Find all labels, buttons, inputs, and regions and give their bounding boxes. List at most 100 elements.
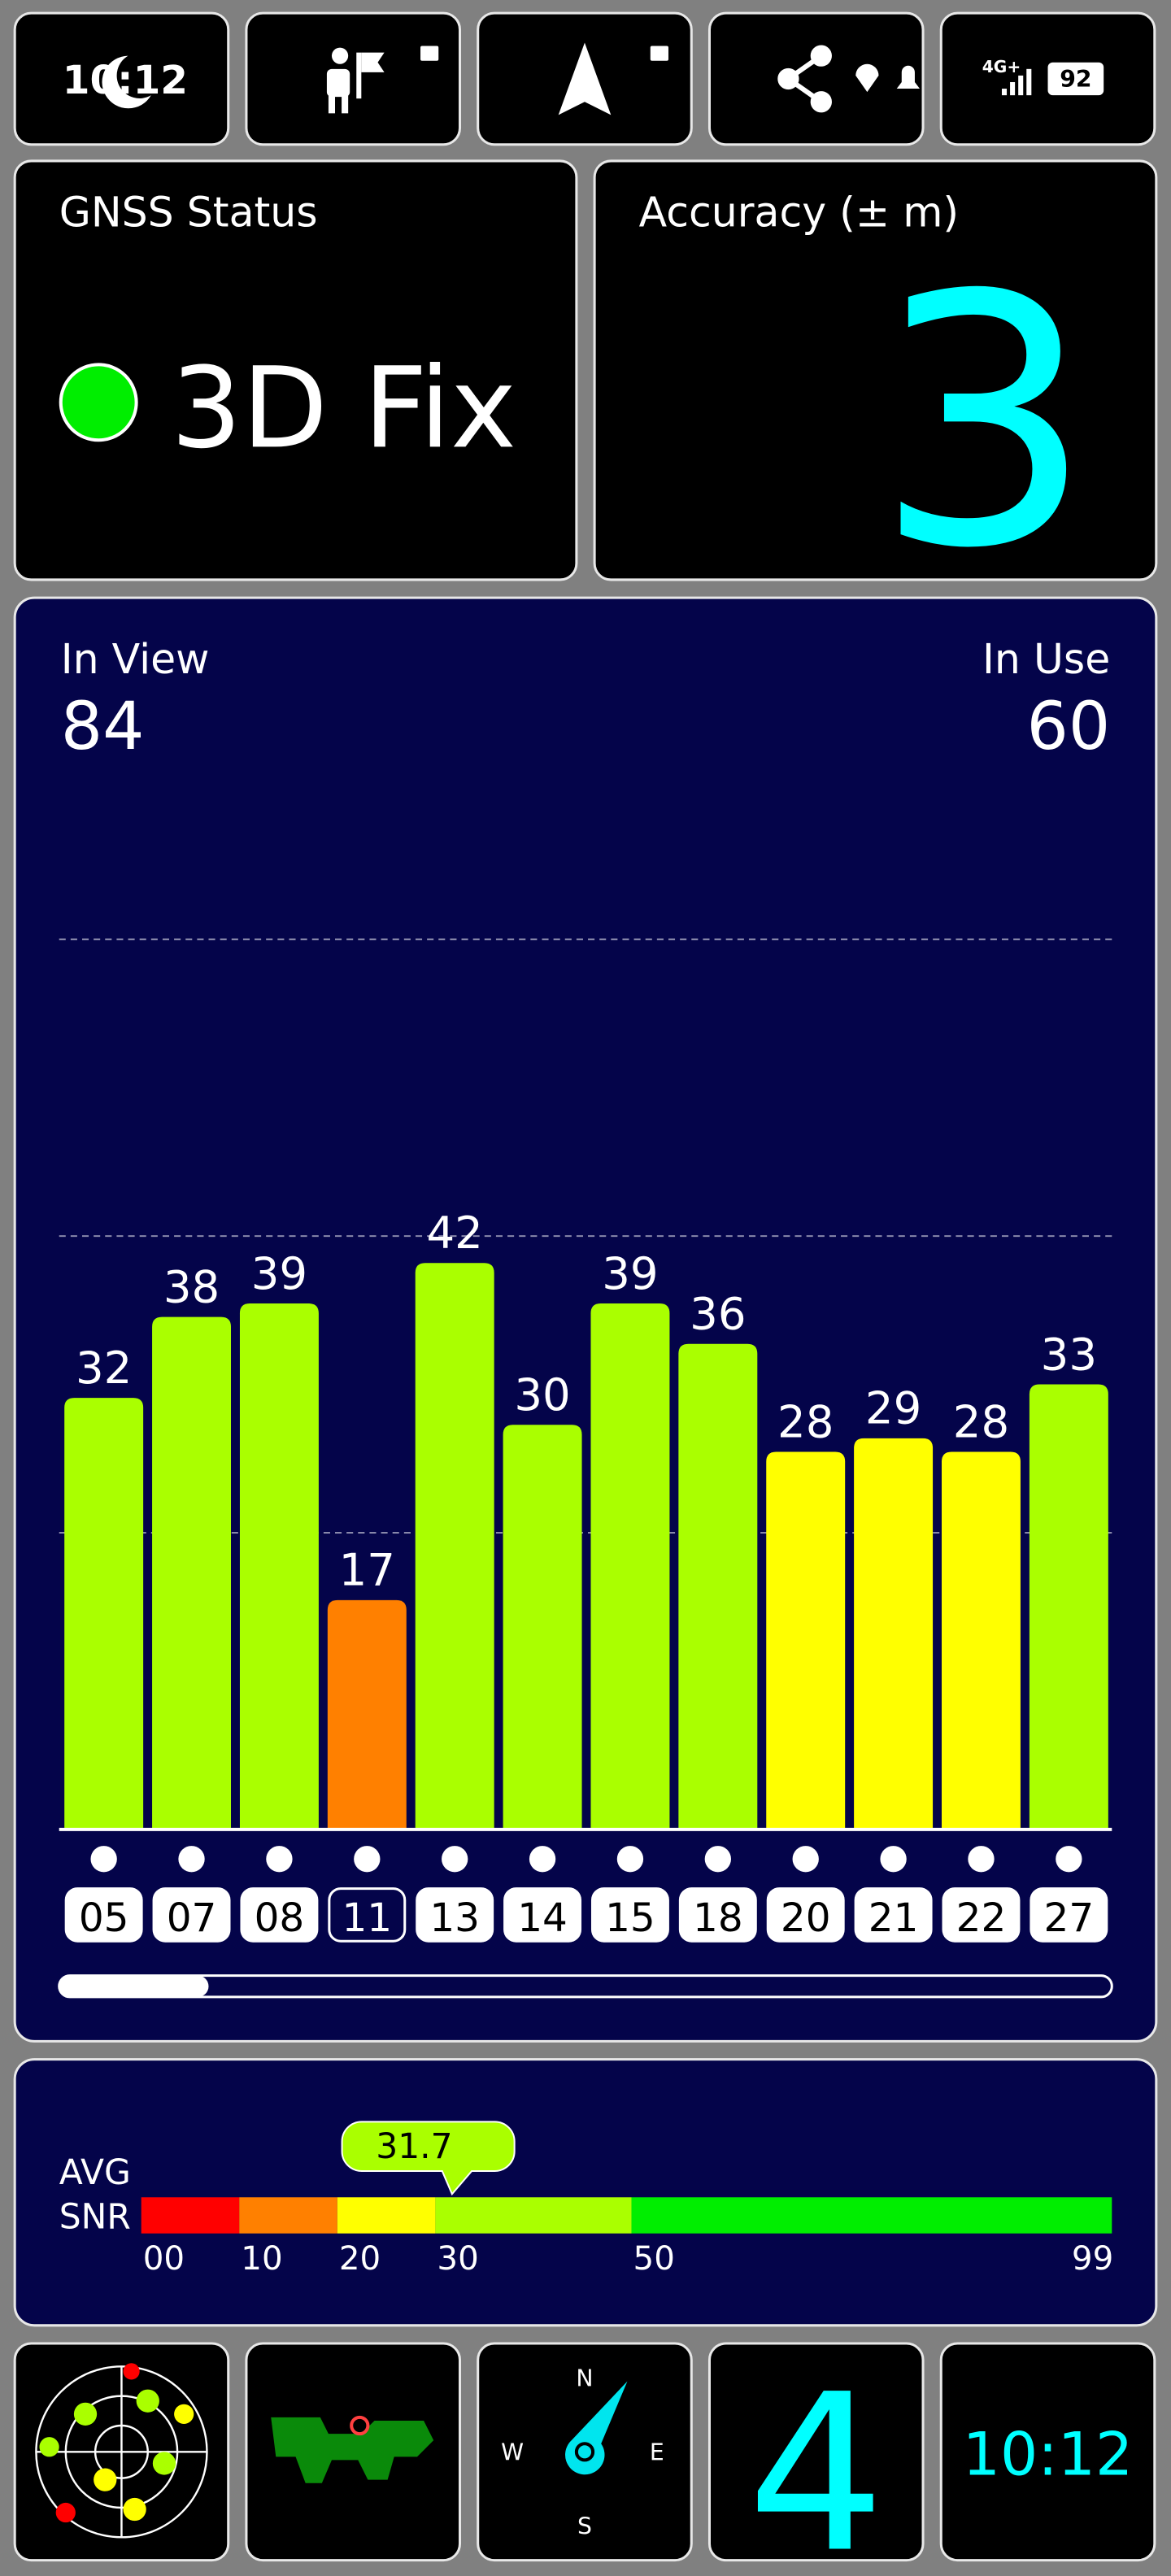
satellite-count: 4 [747,2348,886,2576]
in-view-label: In View [61,635,210,683]
satellite-dot [616,1846,644,1873]
snr-tick-label: 50 [633,2239,675,2278]
compass-needle [565,2381,628,2475]
satellite-dot [880,1846,907,1873]
snr-band [141,2197,240,2234]
bar-value-label: 17 [339,1544,395,1596]
satellite-dot [266,1846,293,1873]
compass-w: W [501,2439,524,2465]
clock: 10:12 [963,2422,1133,2490]
scroll-thumb[interactable] [59,1975,209,1997]
prn-box [416,1887,494,1943]
in-view-value: 84 [61,689,145,765]
snr-label: SNR [59,2198,131,2238]
compass-s: S [577,2513,592,2539]
gnss-status-tile [13,159,578,581]
bar-value-label: 29 [865,1382,921,1434]
satellite-dot [354,1846,381,1873]
navigation-arrow [558,42,612,115]
bar [678,1343,758,1830]
signal-bars [1001,68,1032,96]
bar [415,1263,494,1830]
prn-label: 13 [429,1895,480,1941]
snr-band [337,2197,436,2234]
network-type: 4G+ [982,57,1021,76]
compass-e: E [650,2439,664,2465]
prn-box [678,1887,757,1943]
avg-marker [341,2121,516,2196]
share-icon [777,45,920,113]
skyplot-satellites [39,2363,194,2523]
gnss-status-value: 3D Fix [171,344,516,473]
avg-value: 31.7 [376,2127,452,2167]
avg-snr-panel [13,2058,1158,2327]
satellite-count-tile[interactable] [707,2342,925,2562]
in-use-label: In Use [982,635,1110,683]
snr-band [631,2197,1112,2234]
bar-value-label: 28 [953,1395,1009,1447]
prn-box [240,1887,319,1943]
satellite-dot [442,1846,468,1873]
moon-icon [102,55,151,109]
bar [152,1316,232,1830]
bar [854,1438,934,1830]
accuracy-tile [593,159,1158,581]
satellite-dot [1056,1846,1082,1873]
share-tile[interactable] [707,11,925,146]
prn-box [328,1887,407,1943]
prn-label: 20 [781,1895,831,1941]
fix-indicator [59,363,138,442]
lock-icon [650,46,668,61]
prn-box [152,1887,231,1943]
time-tile[interactable] [13,11,230,146]
bar-value-label: 30 [514,1368,570,1421]
prn-box [942,1887,1021,1943]
in-use-value: 60 [1026,689,1110,765]
satellite-dot [529,1846,556,1873]
bar-value-label: 32 [76,1342,132,1394]
snr-tick-label: 00 [143,2239,185,2278]
prn-label: 15 [605,1895,655,1941]
bar [1029,1384,1108,1830]
top-row: 10:12 4G+ 92 [13,11,1156,146]
world-map [271,2417,434,2483]
prn-box [766,1887,845,1943]
satellite-dot [90,1846,117,1873]
prn-label: 07 [167,1895,217,1941]
prn-box [590,1887,669,1943]
snr-band [239,2197,337,2234]
prn-label: 27 [1044,1895,1095,1941]
prn-label: 14 [517,1895,568,1941]
clock-tile[interactable] [939,2342,1156,2562]
bar-value-label: 39 [251,1247,307,1299]
satellite-dot [792,1846,819,1873]
satellite-dot [178,1846,205,1873]
prn-label: 18 [693,1895,743,1941]
satellite-dot [704,1846,731,1873]
prn-label: 22 [956,1895,1007,1941]
snr-tick-label: 10 [241,2239,282,2278]
prn-label: 08 [255,1895,305,1941]
satellite-dot [968,1846,995,1873]
bar-value-label: 42 [426,1207,482,1259]
compass-center [574,2442,595,2462]
bar [590,1303,670,1830]
bar [942,1451,1021,1830]
bar-value-label: 38 [163,1260,220,1312]
prn-box [503,1887,582,1943]
prn-box [64,1887,143,1943]
bar [64,1398,144,1830]
snr-chart: 32 05 38 07 39 08 17 11 42 13 30 14 39 15 36 18 28 20 29 21… [59,938,1112,1943]
prn-label: 05 [79,1895,129,1941]
bar [239,1303,319,1830]
snr-tick-label: 20 [339,2239,381,2278]
bar-value-label: 36 [690,1288,746,1340]
bottom-row: N E S W 4 10:12 [13,2342,1156,2576]
gnss-status-label: GNSS Status [59,189,318,237]
poi-tile[interactable] [245,11,462,146]
bar-value-label: 39 [602,1247,658,1299]
accuracy-value: 3 [874,222,1094,624]
battery-level: 92 [1060,66,1091,93]
prn-box [854,1887,933,1943]
